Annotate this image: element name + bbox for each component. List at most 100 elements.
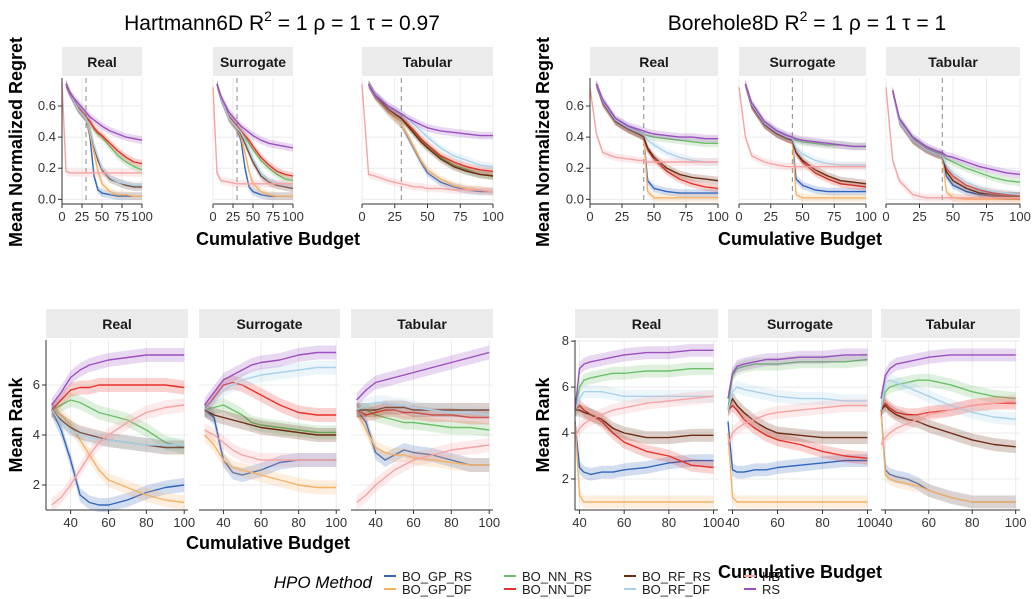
x-axis-title: Cumulative Budget: [718, 229, 882, 249]
chart-2: Borehole8D R2 = 1 ρ = 1 τ = 1 Cumulative …: [533, 8, 1031, 249]
facet-panel: Real40 60 80 1002468: [562, 309, 725, 530]
x-tick-label: 80: [444, 515, 458, 530]
legend-item: BO_NN_DF: [504, 582, 591, 597]
facet-label: Surrogate: [769, 54, 835, 70]
x-tick-label: 50: [246, 209, 260, 224]
facet-label: Real: [102, 316, 132, 332]
x-tick-label: 60: [406, 515, 420, 530]
y-tick-label: 0.2: [566, 160, 584, 175]
x-tick-label: 60: [254, 515, 268, 530]
legend-label: BO_GP_DF: [402, 582, 471, 597]
x-tick-label: 100: [707, 209, 729, 224]
facet-label: Surrogate: [220, 54, 286, 70]
y-tick-label: 2: [33, 477, 40, 492]
y-tick-label: 6: [562, 379, 569, 394]
y-tick-label: 0.6: [566, 98, 584, 113]
x-tick-label: 100: [325, 515, 347, 530]
y-tick-label: 6: [33, 377, 40, 392]
x-tick-label: 40: [216, 515, 230, 530]
x-tick-label: 40: [572, 515, 586, 530]
facet-label: Surrogate: [236, 316, 302, 332]
x-tick-label: 50: [647, 209, 661, 224]
series-ribbon: [745, 80, 866, 191]
x-tick-label: 100: [1005, 515, 1027, 530]
x-tick-label: 25: [75, 209, 89, 224]
x-tick-label: 100: [282, 209, 304, 224]
facet-panel: Tabular 0 25 50 75 100: [358, 47, 503, 224]
chart-3: Cumulative Budget Mean Rank Real 40 60 80 100 2…: [6, 309, 500, 553]
y-tick-label: 2: [562, 471, 569, 486]
facet-panel: Surrogate 40 60 80 100: [199, 309, 347, 530]
legend-title: HPO Method: [274, 573, 373, 592]
x-axis-title: Cumulative Budget: [718, 562, 882, 582]
x-tick-label: 25: [388, 209, 402, 224]
x-tick-label: 40: [878, 515, 892, 530]
facet-panel: Tabular 40 60 80 100: [351, 309, 500, 530]
x-tick-label: 0: [586, 209, 593, 224]
facet-panel: Surrogate 40 60 80 100: [725, 309, 878, 530]
facet-panel: Surrogate 0 25 50 75 100: [209, 47, 303, 224]
facet-label: Tabular: [928, 54, 978, 70]
x-tick-label: 100: [855, 209, 877, 224]
x-tick-label: 100: [482, 209, 504, 224]
x-tick-label: 80: [815, 515, 829, 530]
x-tick-label: 50: [946, 209, 960, 224]
facet-label: Tabular: [403, 54, 453, 70]
legend-item: BO_GP_DF: [384, 582, 471, 597]
x-tick-label: 75: [266, 209, 280, 224]
facet-label: Surrogate: [767, 316, 833, 332]
chart-title-part: = 1 ρ = 1 τ = 1: [807, 12, 946, 35]
x-tick-label: 80: [291, 515, 305, 530]
x-tick-label: 80: [139, 515, 153, 530]
x-tick-label: 80: [965, 515, 979, 530]
series-line: [66, 84, 142, 140]
x-tick-label: 75: [679, 209, 693, 224]
y-tick-label: 0.0: [38, 191, 56, 206]
x-tick-label: 100: [173, 515, 195, 530]
x-axis-title: Cumulative Budget: [186, 533, 350, 553]
x-tick-label: 40: [63, 515, 77, 530]
x-tick-label: 0: [882, 209, 889, 224]
facet-panel: Tabular 0 25 50 75 100: [882, 47, 1030, 224]
y-tick-label: 8: [562, 333, 569, 348]
legend-item: BO_RF_DF: [624, 582, 710, 597]
facet-label: Real: [632, 316, 662, 332]
chart-title-part: Borehole8D R: [668, 12, 800, 35]
x-tick-label: 25: [912, 209, 926, 224]
x-tick-label: 60: [770, 515, 784, 530]
y-tick-label: 0.4: [38, 129, 56, 144]
facet-label: Tabular: [926, 316, 976, 332]
x-tick-label: 60: [617, 515, 631, 530]
y-tick-label: 0.2: [38, 160, 56, 175]
y-axis-title: Mean Rank: [6, 376, 26, 472]
legend-item: RS: [744, 582, 780, 597]
y-tick-label: 4: [33, 427, 40, 442]
y-axis-title: Mean Normalized Regret: [6, 37, 26, 247]
x-tick-label: 0: [58, 209, 65, 224]
x-tick-label: 0: [209, 209, 216, 224]
x-tick-label: 100: [131, 209, 153, 224]
chart-title-superscript: 2: [800, 8, 808, 24]
chart-title-part: Hartmann6D R: [124, 12, 264, 35]
x-tick-label: 100: [703, 515, 725, 530]
x-tick-label: 75: [979, 209, 993, 224]
legend-label: RS: [762, 582, 780, 597]
y-axis-title: Mean Normalized Regret: [533, 37, 553, 247]
x-tick-label: 25: [226, 209, 240, 224]
chart-4: Cumulative Budget Mean Rank Real 40 60 80 100 2…: [533, 309, 1027, 582]
facet-label: Tabular: [397, 316, 447, 332]
series-line: [745, 84, 866, 187]
x-tick-label: 100: [857, 515, 879, 530]
y-tick-label: 4: [562, 425, 569, 440]
x-axis-title: Cumulative Budget: [196, 229, 360, 249]
facet-panel: Real40 60 80 100246: [33, 309, 195, 530]
x-tick-label: 40: [368, 515, 382, 530]
chart-title-part: = 1 ρ = 1 τ = 0.97: [272, 12, 440, 35]
facet-panel: Surrogate0 25 50 75 100: [735, 47, 876, 224]
facet-panel: Real0 25 50 75 1000.00.20.40.6: [38, 47, 153, 224]
x-tick-label: 50: [795, 209, 809, 224]
series-ribbon: [745, 80, 866, 150]
x-tick-label: 25: [615, 209, 629, 224]
